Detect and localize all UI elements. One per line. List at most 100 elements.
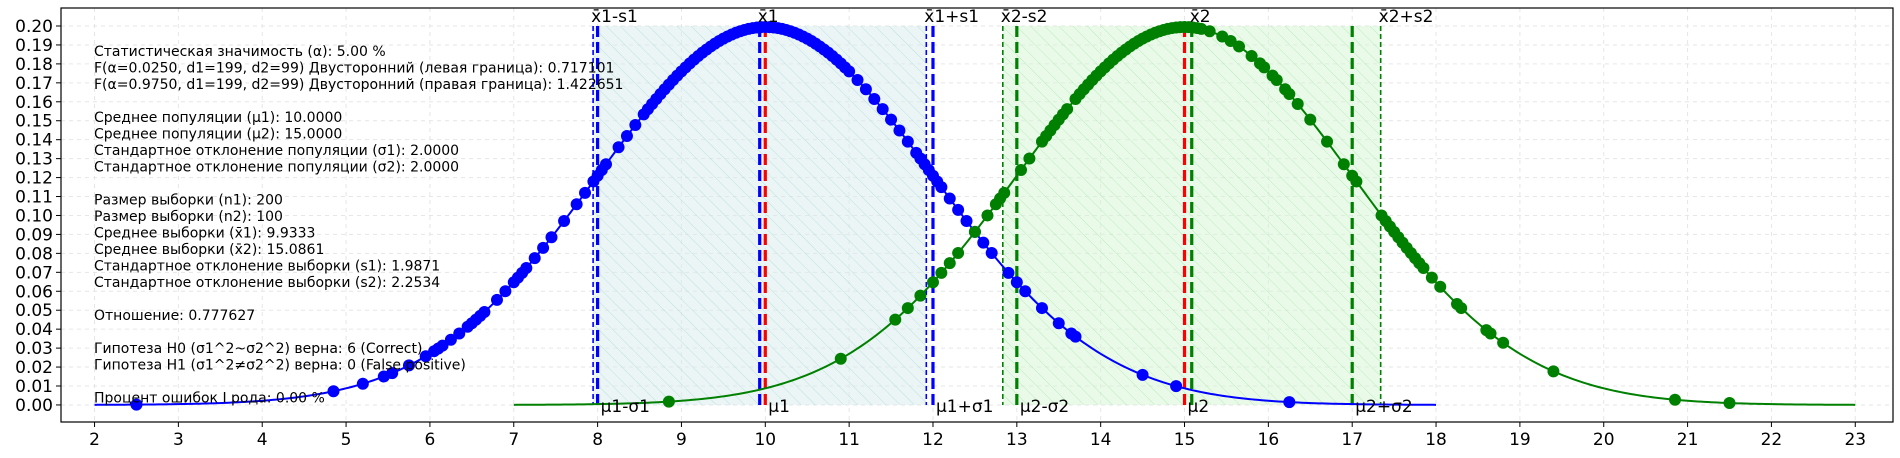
x-tick-label: 15	[1174, 430, 1196, 450]
series-1-point	[943, 192, 956, 205]
line-bottom-label: μ2+σ2	[1355, 397, 1412, 417]
series-1-point	[901, 135, 914, 148]
annotation-line: Размер выборки (n2): 100	[94, 209, 283, 225]
annotation-line: Среднее выборки (x̄2): 15.0861	[94, 242, 324, 258]
x-tick-label: 18	[1425, 430, 1447, 450]
line-top-label: x̄1-s1	[591, 7, 638, 27]
series-2-point	[1023, 152, 1036, 165]
series-2-point	[1417, 262, 1430, 275]
series-2-point	[1723, 397, 1736, 410]
y-tick-label: 0.00	[15, 396, 53, 416]
series-2-point	[981, 209, 994, 222]
y-tick-label: 0.09	[15, 225, 53, 245]
series-2-point	[914, 289, 927, 302]
series-1-point	[356, 377, 369, 390]
annotation-line: Стандартное отклонение выборки (s1): 1.9…	[94, 259, 440, 275]
y-tick-label: 0.18	[15, 55, 53, 75]
x-tick-label: 6	[425, 430, 436, 450]
series-1-point	[490, 293, 503, 306]
y-tick-label: 0.16	[15, 93, 53, 113]
series-1-point	[537, 241, 550, 254]
series-1-point	[327, 385, 340, 398]
line-bottom-label: μ1	[768, 397, 790, 417]
annotation-line: Размер выборки (n1): 200	[94, 193, 283, 209]
series-2-point	[901, 302, 914, 315]
x-tick-label: 8	[592, 430, 603, 450]
x-tick-label: 20	[1593, 430, 1615, 450]
y-tick-label: 0.15	[15, 112, 53, 132]
line-bottom-label: μ1-σ1	[601, 397, 650, 417]
annotation-line: Процент ошибок I рода: 0.00 %	[94, 391, 325, 407]
series-1-point	[1069, 330, 1082, 343]
annotation-line: F(α=0.9750, d1=199, d2=99) Двусторонний …	[94, 77, 623, 93]
annotation-line: Среднее популяции (μ1): 10.0000	[94, 110, 342, 126]
series-points	[130, 21, 1736, 411]
series-1-point	[436, 339, 449, 352]
series-2-point	[889, 313, 902, 326]
annotation-line: F(α=0.0250, d1=199, d2=99) Двусторонний …	[94, 61, 614, 77]
series-2-point	[662, 395, 675, 408]
series-1-point	[1010, 276, 1023, 289]
y-tick-label: 0.13	[15, 150, 53, 170]
series-1-point	[579, 186, 592, 199]
x-tick-label: 12	[922, 430, 944, 450]
series-2-point	[998, 186, 1011, 199]
annotation-line: Статистическая значимость (α): 5.00 %	[94, 44, 386, 60]
annotation-line: Стандартное отклонение популяции (σ2): 2…	[94, 160, 459, 176]
series-1-point	[876, 103, 889, 116]
series-2-point	[1321, 135, 1334, 148]
annotation-block: Статистическая значимость (α): 5.00 %F(α…	[94, 44, 623, 407]
series-1-point	[453, 327, 466, 340]
line-top-label: x̄2+s2	[1379, 7, 1434, 27]
series-2-point	[1270, 74, 1283, 87]
series-2-point	[1547, 365, 1560, 378]
x-tick-label: 23	[1844, 430, 1866, 450]
series-2-point	[952, 247, 965, 260]
x-tick-label: 5	[341, 430, 352, 450]
line-bottom-label: μ2-σ2	[1020, 397, 1069, 417]
series-1-point	[859, 83, 872, 96]
series-1-point	[629, 119, 642, 132]
series-1-point	[545, 231, 558, 244]
x-tick-label: 9	[676, 430, 687, 450]
x-tick-label: 4	[257, 430, 268, 450]
x-tick-label: 22	[1761, 430, 1783, 450]
series-2-point	[1061, 103, 1074, 116]
series-2-point	[1291, 97, 1304, 110]
y-tick-label: 0.17	[15, 74, 53, 94]
y-tick-label: 0.08	[15, 244, 53, 264]
line-top-label: x̄2	[1190, 7, 1211, 27]
series-1-point	[893, 124, 906, 137]
series-1-point	[130, 398, 143, 411]
y-tick-label: 0.05	[15, 301, 53, 321]
y-tick-label: 0.01	[15, 377, 53, 397]
bands	[593, 26, 1381, 405]
line-bottom-label: μ2	[1188, 397, 1210, 417]
y-tick-label: 0.14	[15, 131, 53, 151]
x-tick-label: 10	[754, 430, 776, 450]
series-1-point	[558, 214, 571, 227]
series-1-point	[1170, 380, 1183, 393]
series-2-point	[1258, 61, 1271, 74]
x-tick-label: 14	[1090, 430, 1112, 450]
y-tick-label: 0.03	[15, 339, 53, 359]
series-2-point	[1497, 336, 1510, 349]
series-1-point	[935, 181, 948, 194]
series-1-point	[386, 367, 399, 380]
series-2-point	[1484, 327, 1497, 340]
series-2-point	[1425, 271, 1438, 284]
series-1-point	[1002, 266, 1015, 279]
y-tick-label: 0.06	[15, 282, 53, 302]
y-tick-label: 0.11	[15, 188, 53, 208]
series-2-point	[1015, 163, 1028, 176]
x-tick-label: 3	[173, 430, 184, 450]
line-labels: x̄1-s1 μ1-σ1 x̄1 μ1 x̄1+s1 μ1+σ1 x̄2-s2 μ2-σ2 μ2…	[591, 7, 1433, 417]
annotation-line: Гипотеза H0 (σ1^2~σ2^2) верна: 6 (Correc…	[94, 341, 422, 357]
series-1-point	[885, 113, 898, 126]
series-1-point	[612, 141, 625, 154]
x-tick-label: 7	[508, 430, 519, 450]
series-1-point	[843, 65, 856, 78]
annotation-line: Среднее популяции (μ2): 15.0000	[94, 127, 342, 143]
series-1-point	[1283, 396, 1296, 409]
